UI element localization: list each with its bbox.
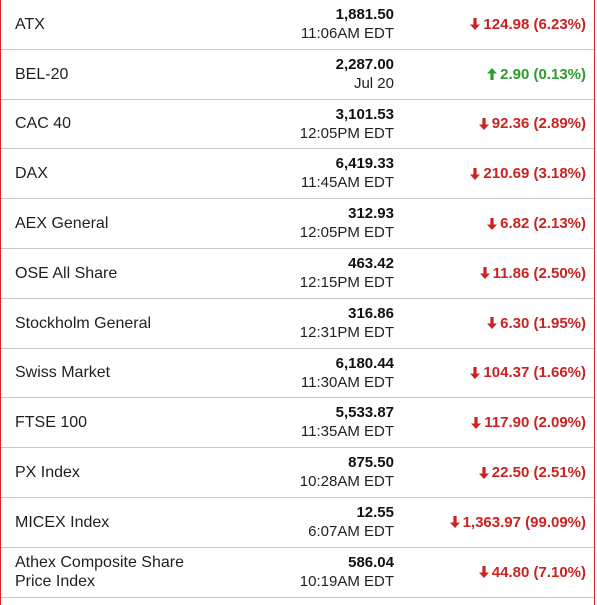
change-value: 124.98 (6.23%) [483,15,586,33]
change-value: 117.90 (2.09%) [484,414,586,432]
change-value: 6.30 (1.95%) [500,314,586,332]
change-value: 6.82 (2.13%) [500,215,586,233]
index-name[interactable]: FTSE 100 [15,414,88,432]
value-column: 6,419.33 11:45AM EDT [301,155,394,192]
index-price: 1,881.50 [335,6,394,23]
arrow-down-icon [470,167,481,180]
index-name[interactable]: MICEX Index [15,513,110,531]
index-row-4[interactable]: AEX General 312.93 12:05PM EDT 6.82 (2.1… [1,199,594,249]
index-row-8[interactable]: FTSE 100 5,533.87 11:35AM EDT 117.90 (2.… [1,398,594,449]
index-row-11[interactable]: Athex Composite Share Price Index 586.04… [1,548,594,598]
index-row-9[interactable]: PX Index 875.50 10:28AM EDT 22.50 (2.51%… [1,448,594,498]
value-column: 316.86 12:31PM EDT [300,305,394,342]
index-price: 6,180.44 [335,354,394,372]
index-change: 6.82 (2.13%) [487,199,586,248]
value-column: 463.42 12:15PM EDT [300,255,394,292]
value-column: 6,180.44 11:30AM EDT [301,355,394,392]
arrow-down-icon [470,366,481,379]
index-timestamp: 6:07AM EDT [308,522,394,540]
index-timestamp: 12:15PM EDT [299,273,394,291]
index-timestamp: 11:45AM EDT [300,174,394,192]
index-price: 463.42 [348,254,394,272]
index-name[interactable]: BEL-20 [15,65,69,83]
change-value: 2.90 (0.13%) [500,65,586,83]
change-value: 104.37 (1.66%) [483,364,586,382]
value-column: 3,101.53 12:05PM EDT [300,106,394,143]
value-column: 2,287.00 Jul 20 [336,56,394,93]
arrow-down-icon [478,117,489,130]
change-value: 44.80 (7.10%) [491,563,586,581]
index-price: 316.86 [348,304,394,322]
index-row-2[interactable]: CAC 40 3,101.53 12:05PM EDT 92.36 (2.89%… [1,100,594,150]
index-price: 6,419.33 [335,155,394,173]
index-name[interactable]: PX Index [15,464,80,482]
index-change: 11.86 (2.50%) [479,249,586,298]
index-name[interactable]: DAX [15,165,48,183]
arrow-down-icon [487,217,498,230]
index-timestamp: 12:05PM EDT [299,124,394,142]
index-row-0[interactable]: ATX 1,881.50 11:06AM EDT 124.98 (6.23%) [1,0,594,50]
arrow-down-icon [479,267,490,280]
index-timestamp: 12:31PM EDT [299,323,394,341]
index-row-3[interactable]: DAX 6,419.33 11:45AM EDT 210.69 (3.18%) [1,149,594,200]
index-price: 3,101.53 [335,105,394,123]
change-value: 92.36 (2.89%) [491,115,586,133]
change-value: 22.50 (2.51%) [491,464,586,482]
index-change: 6.30 (1.95%) [487,299,586,348]
index-row-10[interactable]: MICEX Index 12.55 6:07AM EDT 1,363.97 (9… [1,498,594,548]
index-price: 312.93 [348,205,394,223]
index-timestamp: 11:30AM EDT [300,373,394,391]
index-timestamp: 10:28AM EDT [299,473,394,491]
index-name[interactable]: OSE All Share [15,264,118,282]
index-timestamp: 12:05PM EDT [299,224,394,242]
value-column: 875.50 10:28AM EDT [300,454,394,491]
value-column: 12.55 6:07AM EDT [308,504,394,541]
index-timestamp: 10:19AM EDT [299,572,394,590]
index-change: 210.69 (3.18%) [470,149,586,198]
index-change: 22.50 (2.51%) [478,448,586,497]
change-value: 1,363.97 (99.09%) [462,513,586,531]
index-price: 2,287.00 [335,55,394,73]
index-name[interactable]: ATX [15,15,45,33]
change-value: 210.69 (3.18%) [483,165,586,183]
index-change: 1,363.97 (99.09%) [449,498,586,547]
index-row-7[interactable]: Swiss Market 6,180.44 11:30AM EDT 104.37… [1,349,594,399]
value-column: 586.04 10:19AM EDT [300,554,394,591]
index-timestamp: 11:35AM EDT [300,423,394,441]
arrow-down-icon [471,416,482,429]
value-column: 1,881.50 11:06AM EDT [301,6,394,43]
index-name[interactable]: Athex Composite Share Price Index [15,554,184,591]
index-row-1[interactable]: BEL-20 2,287.00 Jul 20 2.90 (0.13%) [1,50,594,100]
index-price: 875.50 [348,454,394,472]
index-change: 2.90 (0.13%) [487,50,586,99]
arrow-up-icon [487,68,498,81]
change-value: 11.86 (2.50%) [492,264,586,282]
index-name[interactable]: AEX General [15,215,109,233]
index-name[interactable]: CAC 40 [15,115,72,133]
arrow-down-icon [449,516,460,529]
index-row-6[interactable]: Stockholm General 316.86 12:31PM EDT 6.3… [1,299,594,349]
index-timestamp: 11:06AM EDT [300,25,394,42]
index-change: 92.36 (2.89%) [478,100,586,149]
index-change: 124.98 (6.23%) [470,0,586,49]
index-row-5[interactable]: OSE All Share 463.42 12:15PM EDT 11.86 (… [1,249,594,299]
index-name[interactable]: Stockholm General [15,314,152,332]
arrow-down-icon [478,466,489,479]
index-change: 117.90 (2.09%) [471,398,586,447]
index-price: 5,533.87 [335,404,394,422]
index-change: 104.37 (1.66%) [470,349,586,398]
index-change: 44.80 (7.10%) [478,548,586,597]
value-column: 312.93 12:05PM EDT [300,205,394,242]
arrow-down-icon [470,18,481,31]
index-name[interactable]: Swiss Market [15,364,111,382]
index-price: 586.04 [348,553,394,571]
index-price: 12.55 [356,503,394,521]
index-timestamp: Jul 20 [353,74,394,92]
value-column: 5,533.87 11:35AM EDT [301,404,394,441]
arrow-down-icon [487,317,498,330]
arrow-down-icon [478,566,489,579]
